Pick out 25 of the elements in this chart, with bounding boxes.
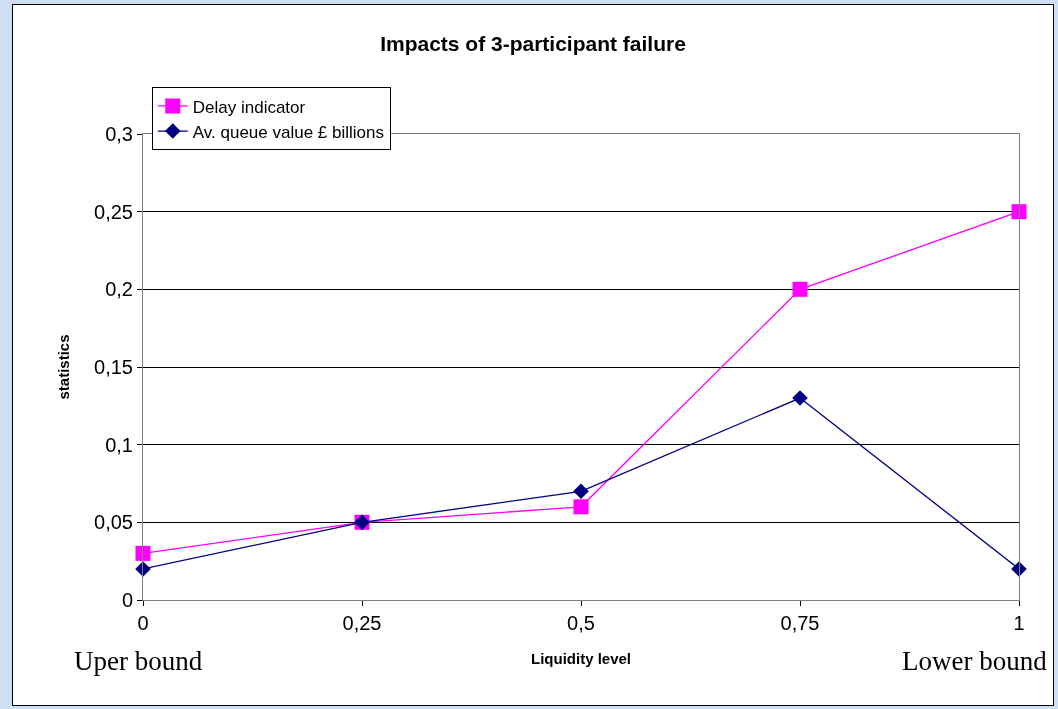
x-axis-title: Liquidity level [530,650,632,667]
point [1011,204,1027,220]
text: Lower bound [902,646,1048,676]
point [792,281,808,297]
x-tick-label: 0,25 [342,612,382,634]
point [573,483,589,500]
y-tick-label: 0,05 [94,511,133,534]
legend-label: Av. queue value £ billions [192,122,384,142]
y-tick-label: 0,25 [94,200,133,223]
point [792,390,808,406]
legend-label: Delay indicator [192,97,306,117]
y-tick-label: 0,2 [105,278,133,301]
y-tick-label: 0,3 [105,123,133,145]
x-tick-label: 0,5 [567,612,595,634]
chart-title: Impacts of 3-participant failure [380,32,686,56]
point [135,545,151,561]
y-tick-label: 0,15 [94,356,133,378]
y-tick-label: 0,1 [105,433,133,456]
y-tick-label: 0 [121,589,133,611]
x-tick-label: 1 [1013,612,1025,634]
point [573,499,589,515]
text: Uper bound [74,646,203,676]
x-tick-label: 0 [137,612,149,634]
y-axis-title: statistics [55,334,73,400]
x-tick-label: 0,75 [780,612,820,634]
